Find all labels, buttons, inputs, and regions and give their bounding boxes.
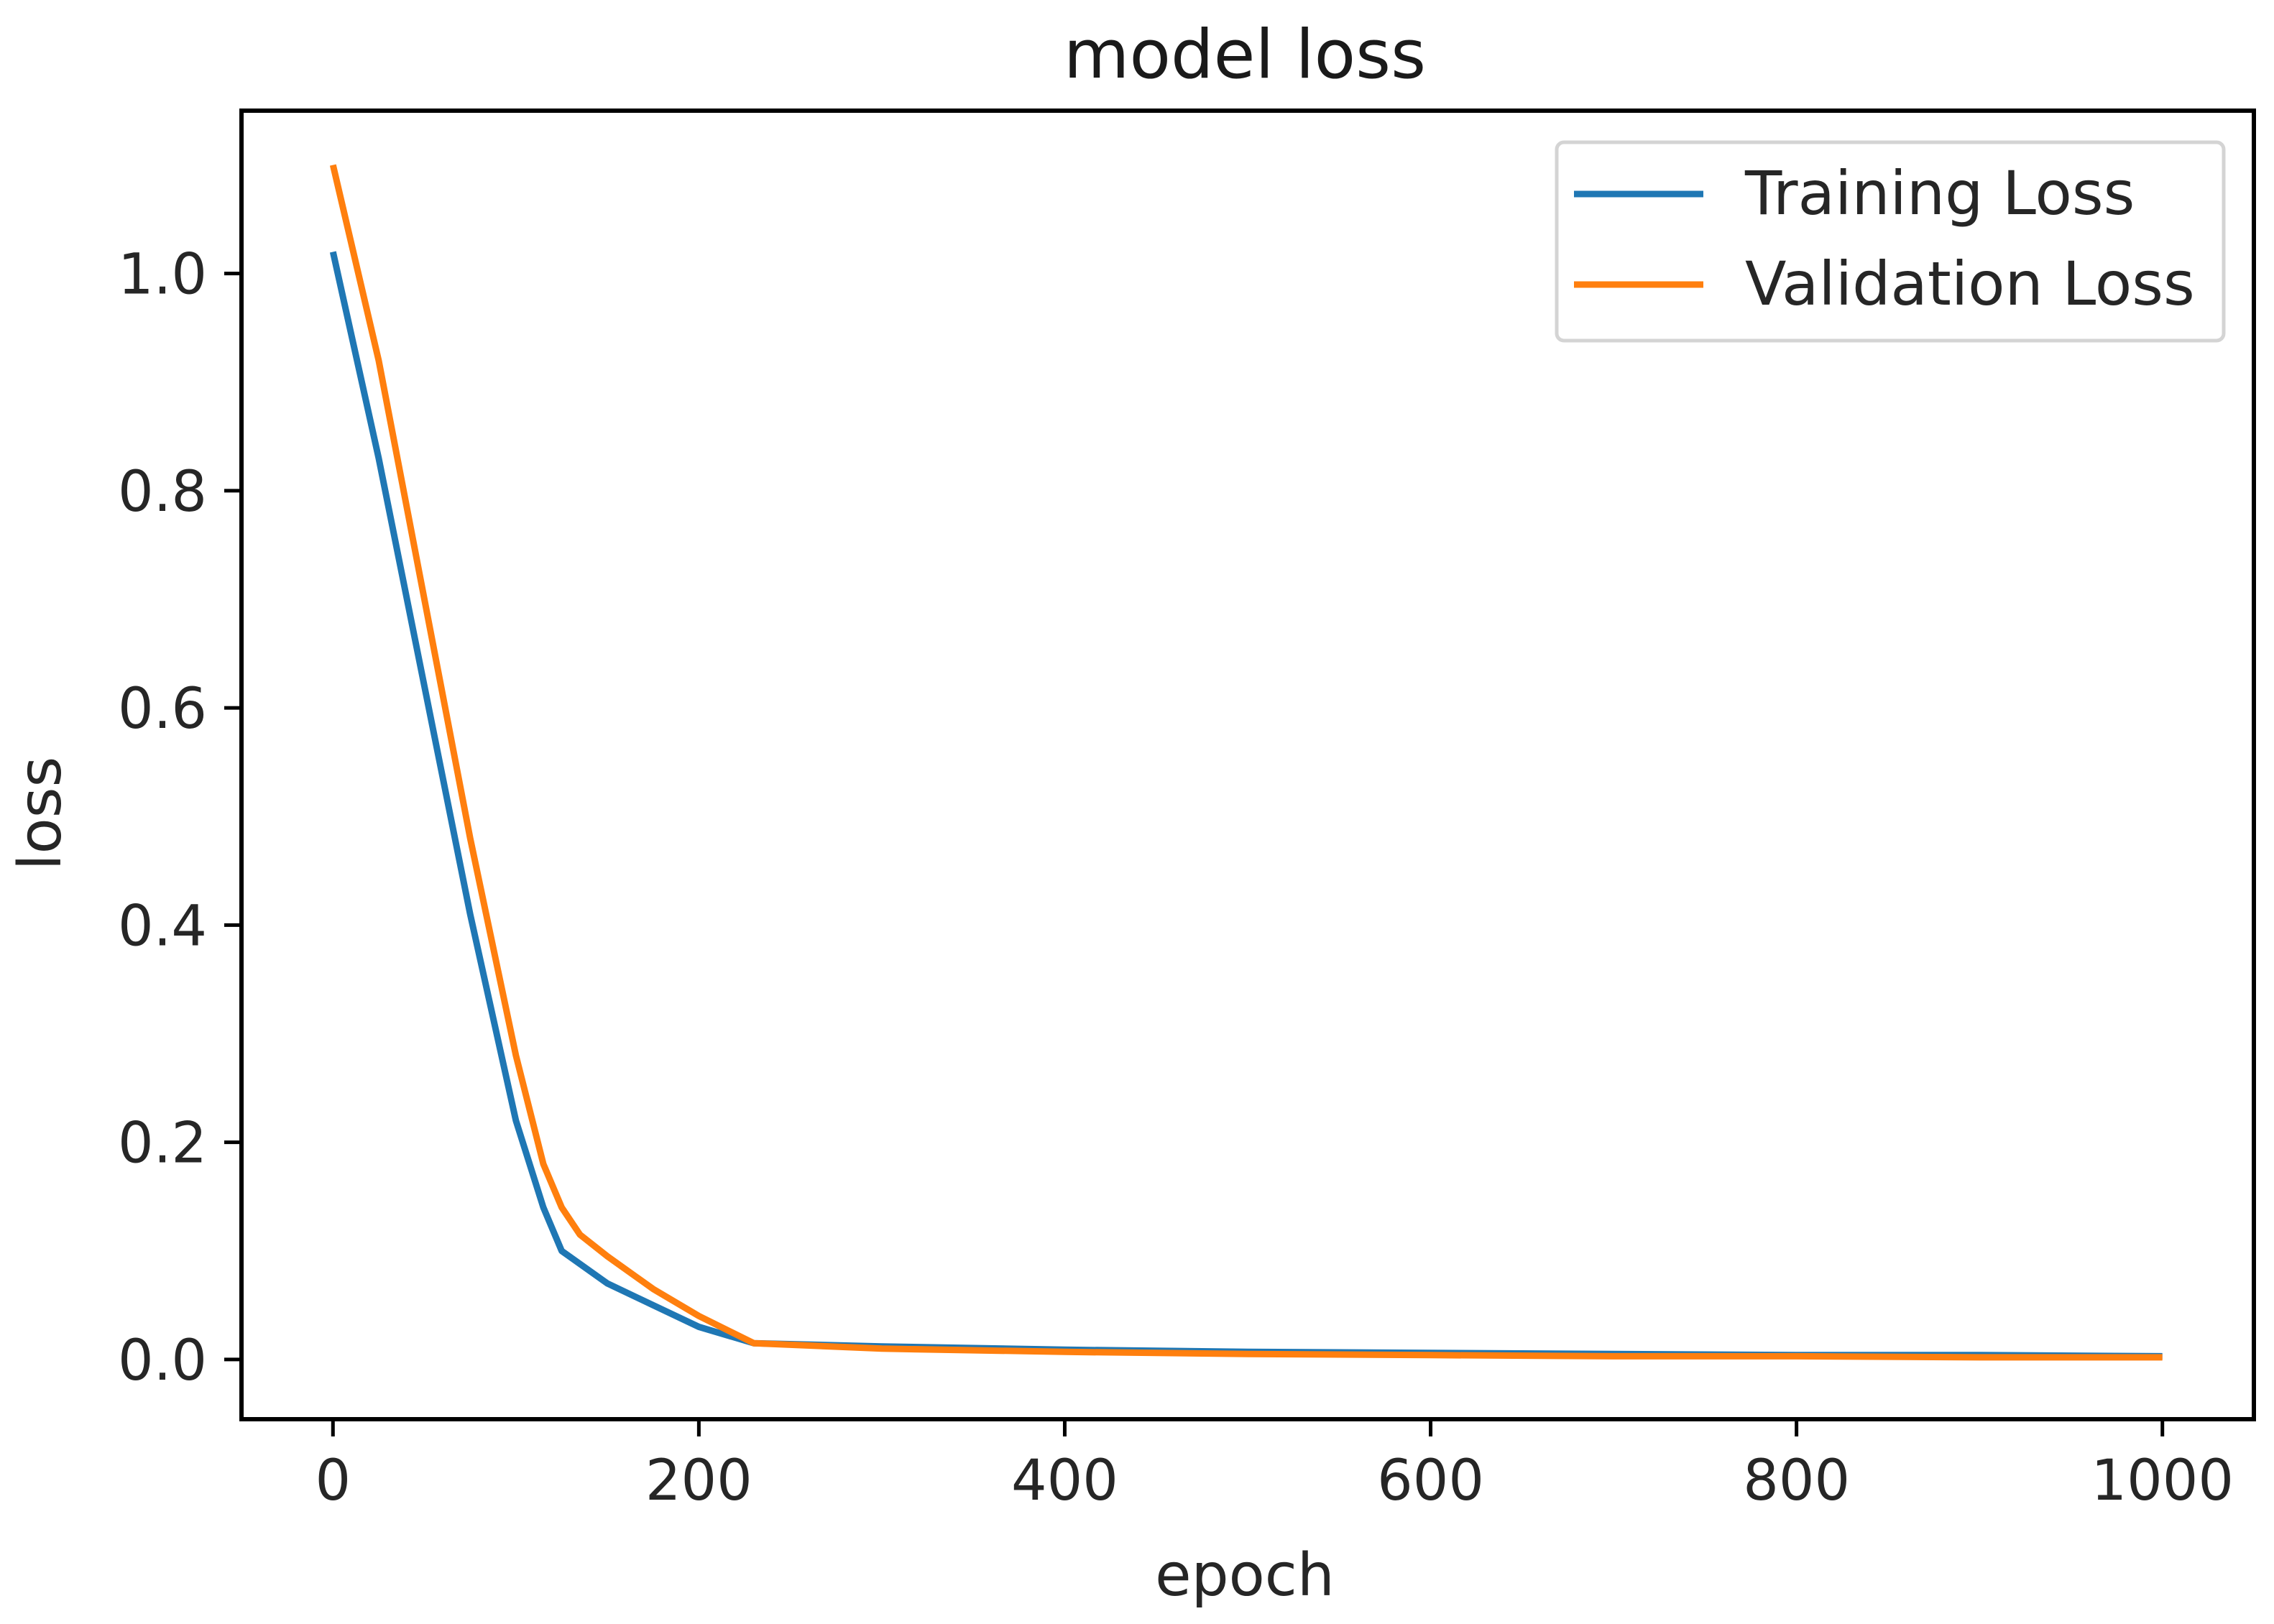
y-tick-label: 1.0 <box>118 243 207 308</box>
y-tick-label: 0.2 <box>118 1112 207 1176</box>
x-axis-label: epoch <box>1155 1541 1335 1610</box>
plot-area: 0 200 400 600 800 1000 0.0 0.2 0.4 0.6 0.8 1.0 Train… <box>118 109 2256 1513</box>
y-tick-label: 0.6 <box>118 677 207 742</box>
x-tick-label: 400 <box>1011 1449 1118 1513</box>
chart-title: model loss <box>1064 16 1426 94</box>
legend-label-training-loss: Training Loss <box>1744 158 2135 229</box>
y-tick-label: 0.4 <box>118 894 207 959</box>
legend-box <box>1555 140 2226 343</box>
y-axis-label: loss <box>6 757 75 870</box>
x-tick-label: 800 <box>1743 1449 1850 1513</box>
axes-frame <box>239 109 2256 1421</box>
legend-label-validation-loss: Validation Loss <box>1745 249 2195 319</box>
y-tick-label: 0.8 <box>118 460 207 525</box>
x-tick-label: 600 <box>1377 1449 1484 1513</box>
series-line-validation-loss <box>329 164 2163 1361</box>
x-tick-label: 0 <box>315 1449 351 1513</box>
y-tick-label: 0.0 <box>118 1329 207 1393</box>
x-tick-label: 200 <box>645 1449 752 1513</box>
x-tick-label: 1000 <box>2091 1449 2234 1513</box>
